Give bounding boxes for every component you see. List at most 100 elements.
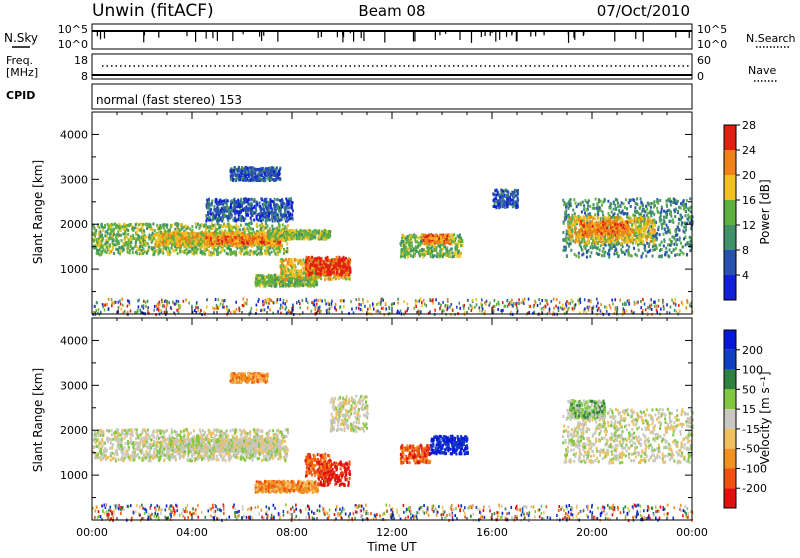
noise-cell (176, 309, 178, 312)
noise-cell (114, 302, 116, 305)
freq-tick-bottom: 8 (81, 70, 88, 83)
data-cell (305, 268, 307, 271)
noise-cell (238, 307, 240, 310)
noise-cell (432, 298, 434, 301)
data-cell (278, 170, 280, 173)
data-cell (166, 232, 168, 235)
data-cell (208, 253, 210, 256)
data-cell (263, 238, 265, 241)
noise-cell (197, 306, 199, 309)
noise-cell (489, 302, 491, 305)
data-cell (255, 242, 257, 245)
data-cell (119, 252, 121, 255)
data-cell (286, 270, 288, 273)
data-cell (243, 253, 245, 256)
noise-cell (206, 298, 208, 301)
data-cell (299, 282, 301, 285)
noise-cell (141, 305, 143, 308)
cpid-label: CPID (6, 89, 35, 102)
data-cell (171, 224, 173, 227)
data-cell (125, 232, 127, 235)
data-cell (221, 240, 223, 243)
data-cell (111, 224, 113, 227)
noise-cell (197, 309, 199, 312)
noise-cell (364, 305, 366, 308)
noise-cell (671, 299, 673, 302)
noise-cell (673, 302, 675, 305)
data-cell (320, 257, 322, 260)
noise-cell (663, 305, 665, 308)
data-cell (266, 224, 268, 227)
data-cell (106, 241, 108, 244)
noise-cell (380, 303, 382, 306)
noise-cell (553, 307, 555, 310)
noise-cell (516, 306, 518, 309)
data-cell (146, 223, 148, 226)
data-cell (113, 252, 115, 255)
data-cell (225, 239, 227, 242)
data-cell (257, 247, 259, 250)
noise-cell (362, 298, 364, 301)
noise-cell (424, 303, 426, 306)
noise-cell (319, 306, 321, 309)
data-cell (179, 240, 181, 243)
data-cell (94, 235, 96, 238)
data-cell (139, 241, 141, 244)
data-cell (311, 264, 313, 267)
data-cell (319, 272, 321, 275)
noise-cell (561, 307, 563, 310)
noise-cell (563, 308, 565, 311)
noise-cell (649, 305, 651, 308)
noise-cell (610, 306, 612, 309)
noise-cell (377, 310, 379, 313)
data-cell (329, 264, 331, 267)
noise-cell (121, 307, 123, 310)
data-cell (213, 253, 215, 256)
data-cell (261, 174, 263, 177)
data-cell (162, 252, 164, 255)
data-cell (268, 231, 270, 234)
data-cell (256, 253, 258, 256)
data-cell (141, 226, 143, 229)
noise-cell (282, 301, 284, 304)
noise-cell (153, 309, 155, 312)
data-cell (312, 284, 314, 287)
data-cell (286, 278, 288, 281)
noise-cell (268, 302, 270, 305)
data-cell (336, 271, 338, 274)
data-cell (137, 234, 139, 237)
data-cell (230, 174, 232, 177)
data-cell (300, 229, 302, 232)
noise-cell (263, 302, 265, 305)
noise-cell (356, 298, 358, 301)
data-cell (186, 252, 188, 255)
noise-cell (178, 304, 180, 307)
data-cell (144, 236, 146, 239)
data-cell (179, 244, 181, 247)
noise-cell (619, 299, 621, 302)
data-cell (146, 235, 148, 238)
data-cell (347, 262, 349, 265)
data-cell (217, 251, 219, 254)
data-cell (245, 251, 247, 254)
data-cell (317, 261, 319, 264)
data-cell (247, 242, 249, 245)
data-cell (278, 247, 280, 250)
data-cell (338, 277, 340, 280)
data-cell (114, 223, 116, 226)
data-cell (260, 170, 262, 173)
data-cell (249, 252, 251, 255)
noise-cell (292, 304, 294, 307)
noise-cell (391, 303, 393, 306)
noise-cell (380, 300, 382, 303)
noise-cell (426, 304, 428, 307)
noise-cell (497, 308, 499, 311)
noise-cell (156, 308, 158, 311)
data-cell (195, 222, 197, 225)
data-cell (262, 285, 264, 288)
data-cell (279, 236, 281, 239)
data-cell (100, 242, 102, 245)
data-cell (104, 234, 106, 237)
noise-cell (539, 302, 541, 305)
data-cell (261, 241, 263, 244)
